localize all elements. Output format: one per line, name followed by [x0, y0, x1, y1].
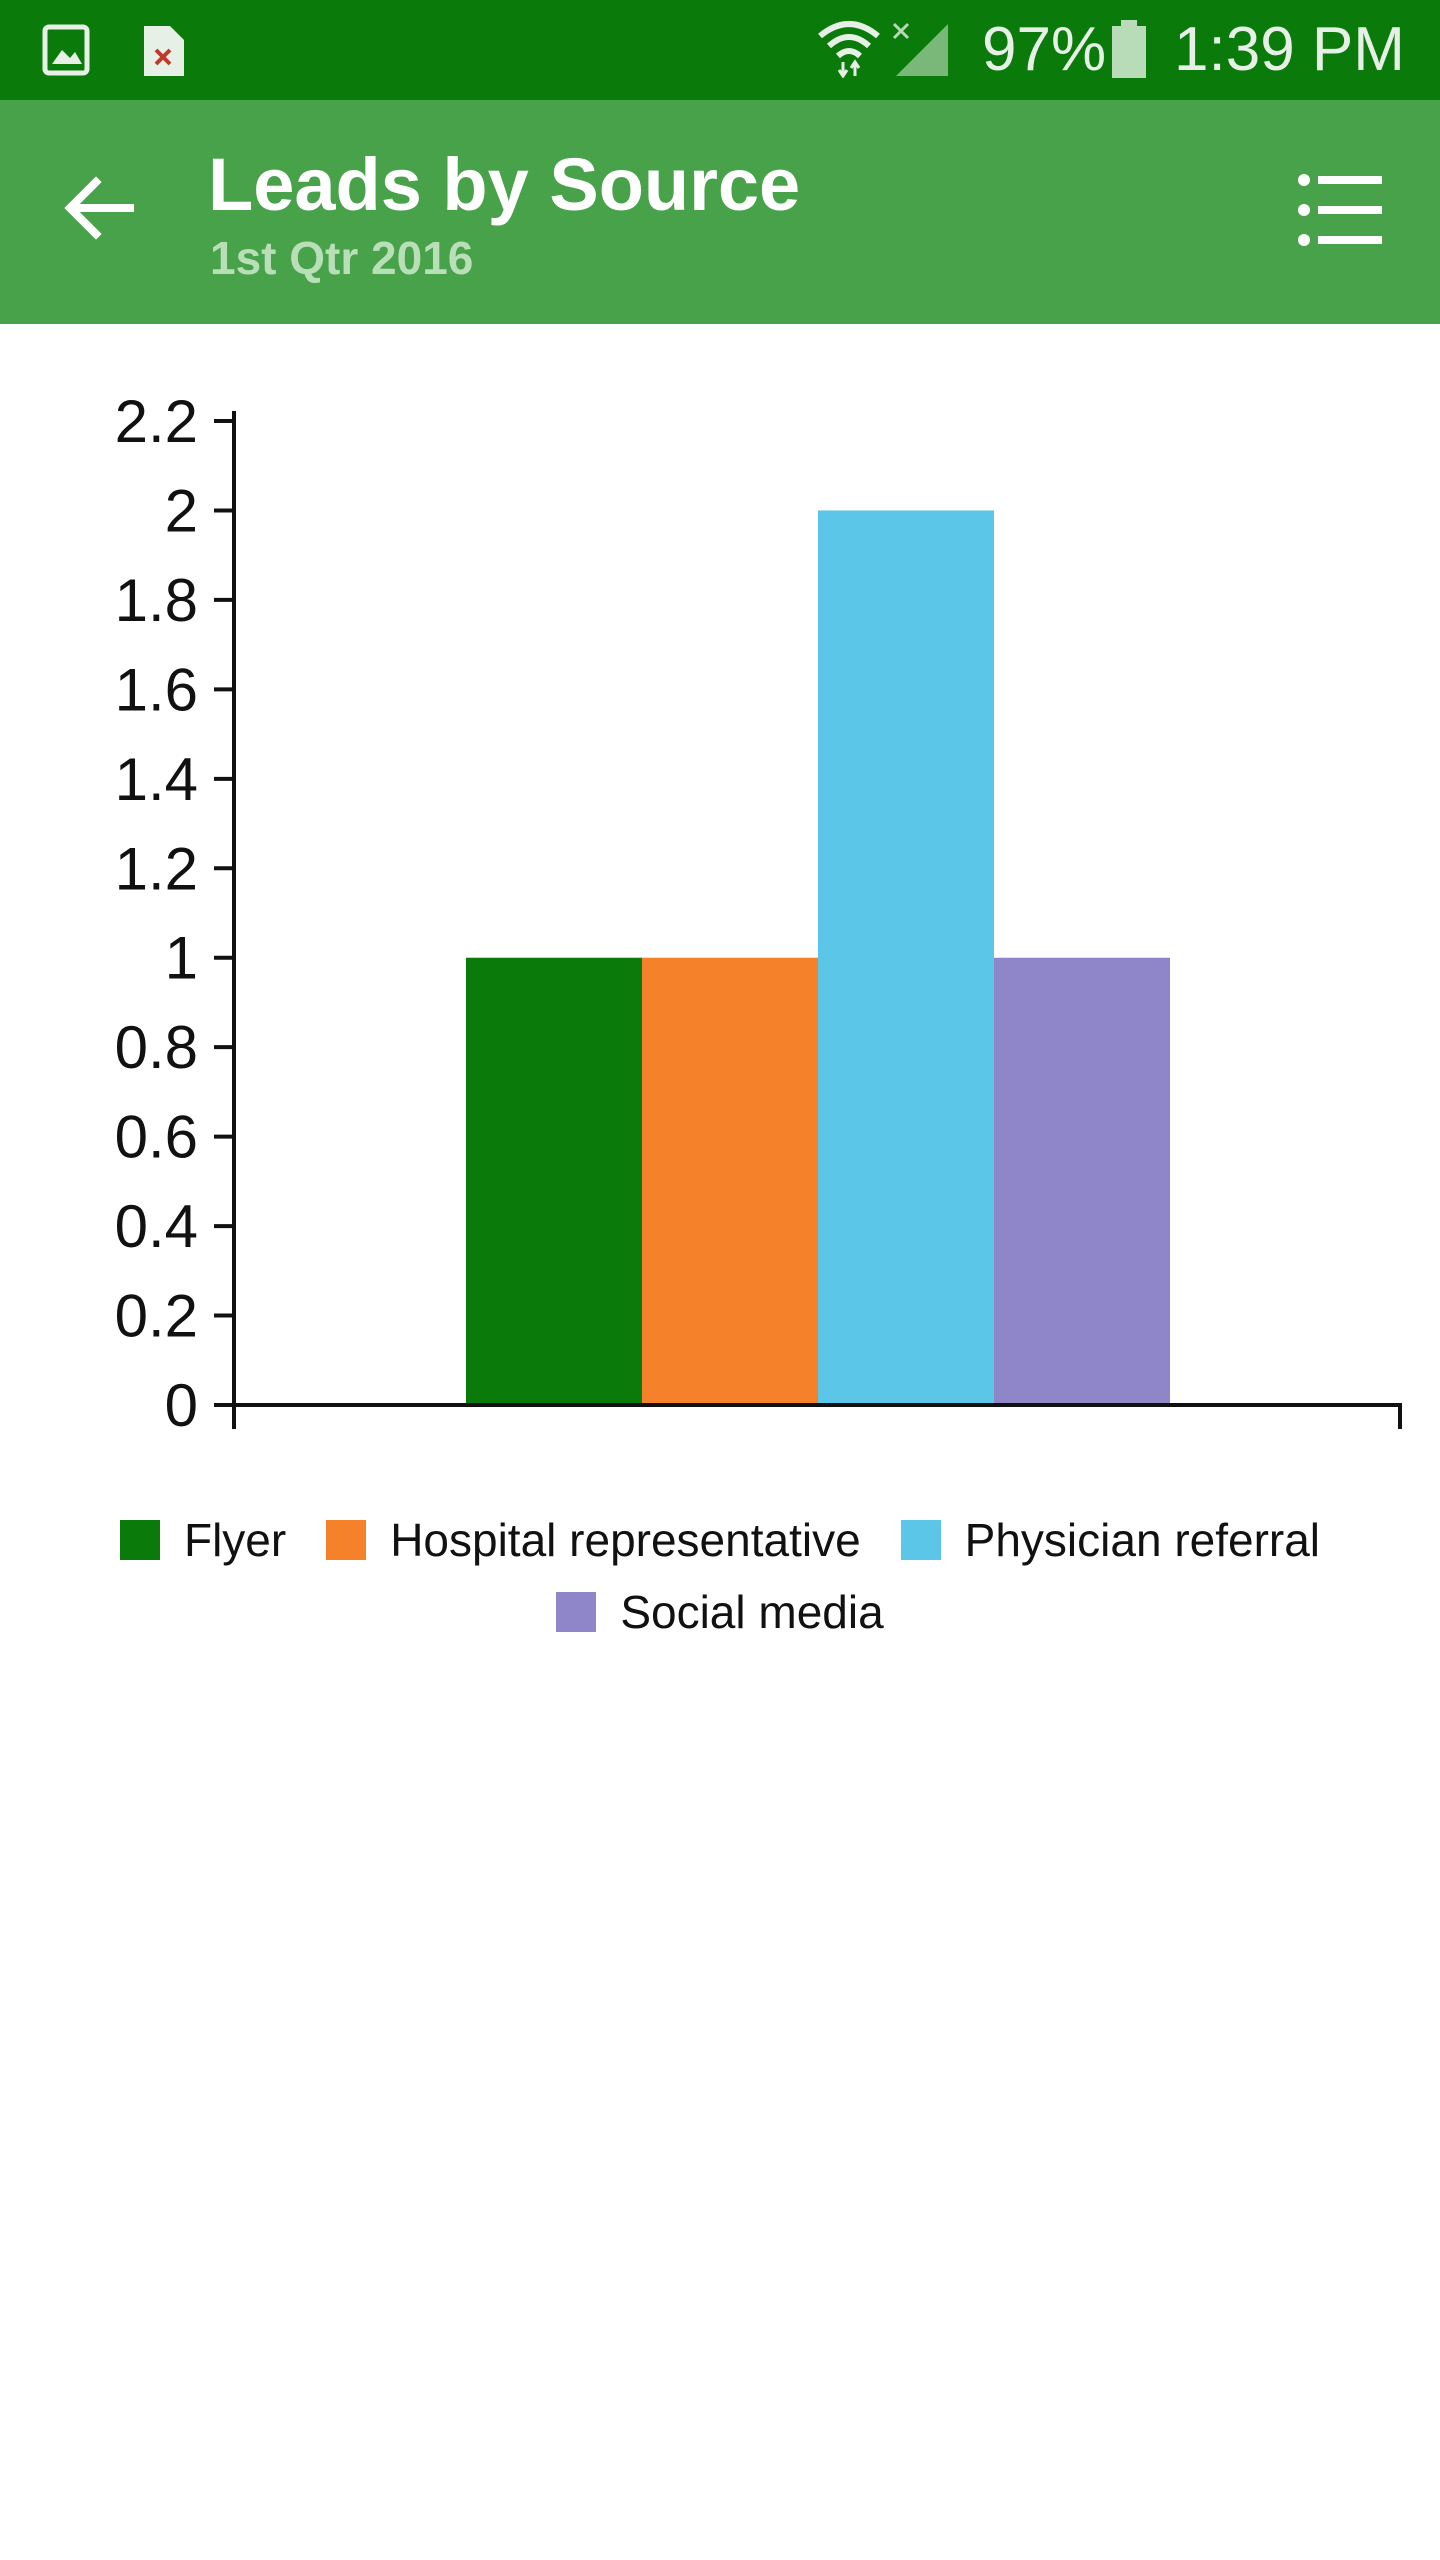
no-signal-icon [892, 22, 948, 76]
legend-menu-button[interactable] [1296, 170, 1386, 250]
y-tick-label: 0.6 [115, 1104, 198, 1171]
y-tick-label: 0.4 [115, 1193, 198, 1260]
y-tick-label: 0 [165, 1372, 198, 1439]
y-tick-label: 0.2 [115, 1283, 198, 1350]
image-icon [42, 24, 90, 76]
legend-item-social-media[interactable]: Social media [556, 1585, 884, 1639]
y-axis: 0 0.2 0.4 0.6 0.8 1 1.2 1.4 1.6 1.8 2 2.2 [115, 388, 234, 1439]
status-bar: 97% 1:39 PM [0, 0, 1440, 100]
legend-label: Hospital representative [390, 1514, 861, 1566]
legend-label: Physician referral [964, 1514, 1321, 1566]
legend-swatch [326, 1520, 367, 1560]
bar-chart: 0 0.2 0.4 0.6 0.8 1 1.2 1.4 1.6 1.8 2 2.2 [115, 388, 1402, 1439]
legend-swatch [900, 1520, 941, 1560]
legend-swatch [119, 1520, 160, 1560]
legend-label: Flyer [183, 1514, 287, 1566]
bar-social-media[interactable] [994, 957, 1170, 1405]
legend-row: Social media [0, 1576, 1440, 1648]
back-button[interactable] [52, 160, 148, 256]
page-title: Leads by Source [208, 143, 801, 226]
y-tick-label: 2.2 [115, 388, 198, 455]
legend-item-hospital-representative[interactable]: Hospital representative [326, 1513, 861, 1567]
bars [466, 510, 1170, 1405]
legend-row: Flyer Hospital representative Physician re… [0, 1504, 1440, 1576]
y-tick-label: 2 [165, 477, 198, 544]
battery-icon [1112, 20, 1146, 78]
bar-physician-referral[interactable] [818, 510, 994, 1405]
y-tick-label: 0.8 [115, 1014, 198, 1081]
bar-flyer[interactable] [466, 957, 642, 1405]
app-bar: Leads by Source 1st Qtr 2016 [0, 100, 1440, 324]
legend-item-flyer[interactable]: Flyer [119, 1513, 287, 1567]
y-tick-label: 1 [165, 925, 198, 992]
bar-hospital-representative[interactable] [642, 957, 818, 1405]
page-subtitle: 1st Qtr 2016 [210, 232, 474, 284]
battery-percent: 97% [982, 15, 1107, 84]
legend-label: Social media [620, 1586, 884, 1638]
chart-legend: Flyer Hospital representative Physician re… [0, 1504, 1440, 1648]
y-tick-label: 1.4 [115, 746, 198, 813]
arrow-left-icon [64, 176, 134, 240]
y-tick-label: 1.6 [115, 656, 198, 723]
list-icon [1298, 174, 1382, 246]
y-tick-label: 1.2 [115, 835, 198, 902]
clock: 1:39 PM [1174, 15, 1405, 84]
wifi-icon [818, 21, 880, 78]
document-error-icon [144, 26, 184, 76]
legend-item-physician-referral[interactable]: Physician referral [900, 1513, 1321, 1567]
y-tick-label: 1.8 [115, 567, 198, 634]
legend-swatch [556, 1592, 597, 1632]
